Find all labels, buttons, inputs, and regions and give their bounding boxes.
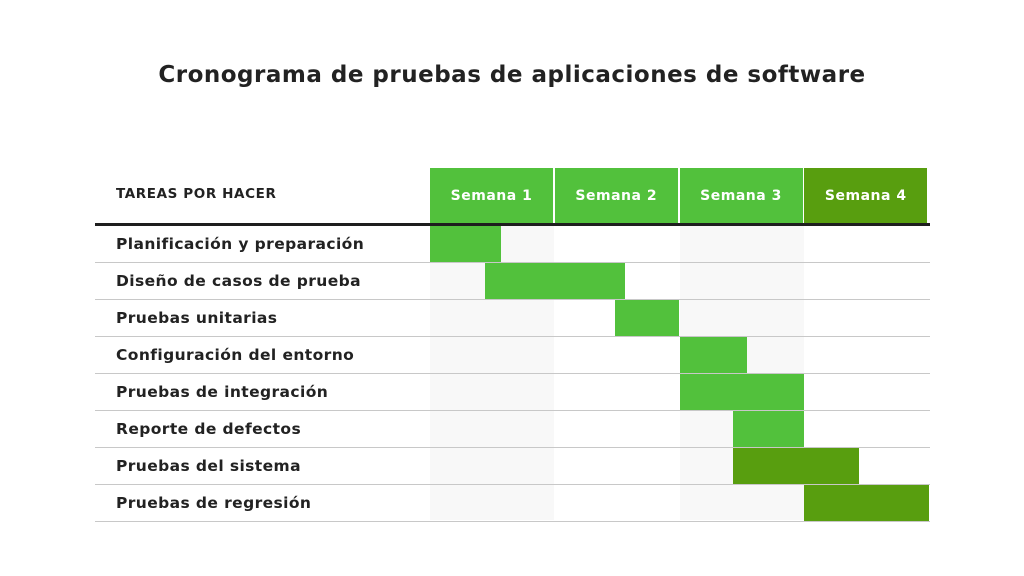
task-label: Pruebas unitarias <box>116 309 278 327</box>
row-divider <box>95 336 930 337</box>
row-divider <box>95 521 930 522</box>
task-bar <box>430 226 502 262</box>
task-label: Diseño de casos de prueba <box>116 272 361 290</box>
header-divider <box>95 223 930 226</box>
row-divider <box>95 447 930 448</box>
row-divider <box>95 373 930 374</box>
task-label: Pruebas de regresión <box>116 494 312 512</box>
task-bar <box>733 448 860 484</box>
row-divider <box>95 299 930 300</box>
task-bar <box>804 485 929 521</box>
row-divider <box>95 262 930 263</box>
row-divider <box>95 484 930 485</box>
week-header: Semana 4 <box>804 168 928 223</box>
tasks-column-header: TAREAS POR HACER <box>116 186 277 202</box>
task-bar <box>614 300 680 336</box>
row-divider <box>95 410 930 411</box>
task-label: Planificación y preparación <box>116 235 365 253</box>
week-header: Semana 2 <box>554 168 678 223</box>
task-bar <box>484 263 625 299</box>
task-bar <box>679 337 747 373</box>
task-bar <box>733 411 805 447</box>
task-label: Pruebas de integración <box>116 383 329 401</box>
task-label: Reporte de defectos <box>116 420 302 438</box>
chart-title: Cronograma de pruebas de aplicaciones de… <box>158 62 866 88</box>
week-header: Semana 1 <box>430 168 553 223</box>
task-bar <box>679 374 805 410</box>
task-label: Configuración del entorno <box>116 346 355 364</box>
week-header: Semana 3 <box>679 168 803 223</box>
task-label: Pruebas del sistema <box>116 457 301 475</box>
